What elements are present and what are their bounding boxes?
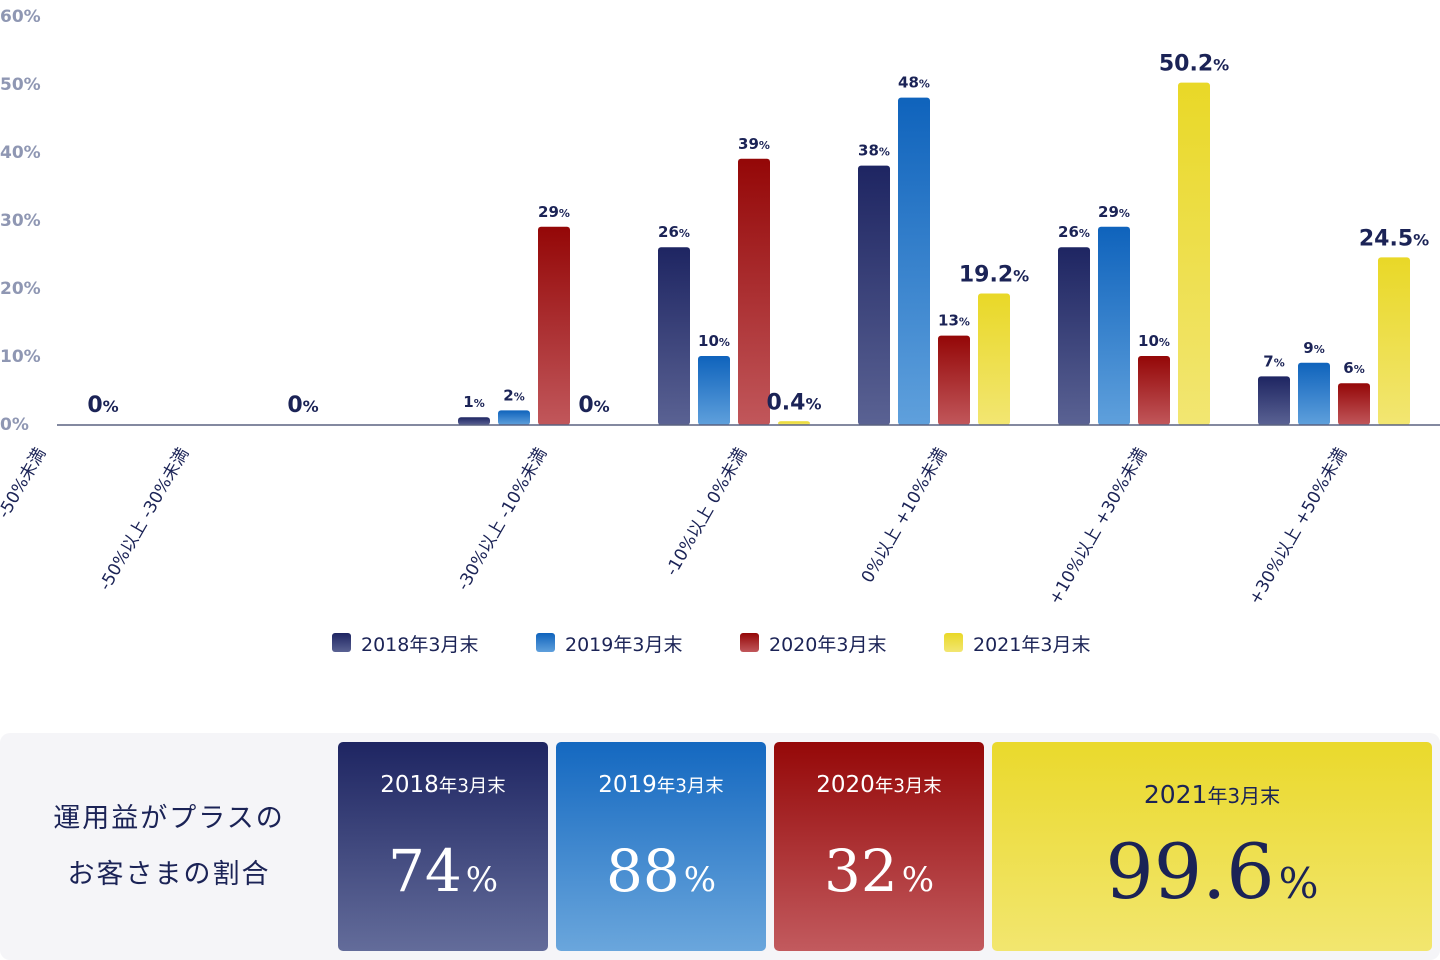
bar-2018年3月末-4 xyxy=(858,165,890,425)
legend: 2018年3月末 2019年3月末 2020年3月末 2021年3月末 xyxy=(332,633,1090,656)
card-year: 2021 xyxy=(1143,780,1208,809)
x-tick-label: +10%以上 +30%未満 xyxy=(1045,445,1151,609)
card-date: 2020年3月末 xyxy=(774,772,984,798)
x-axis: -50%未満 -50%以上 -30%未満 -30%以上 -10%未満 -10%以上 0… xyxy=(0,445,1351,609)
data-label: 39% xyxy=(738,135,770,153)
card-unit: % xyxy=(683,860,717,900)
y-tick-label: 40% xyxy=(0,143,41,163)
bar-2020年3月末-6 xyxy=(1338,383,1370,425)
bar-2021年3月末-4 xyxy=(978,293,1010,425)
bar-2019年3月末-6 xyxy=(1298,362,1330,425)
x-tick-label: -50%以上 -30%未満 xyxy=(95,445,193,595)
y-tick-label: 60% xyxy=(0,7,41,27)
legend-label: 2018年3月末 xyxy=(361,634,478,656)
card-number: 88 xyxy=(605,837,680,905)
data-label: 48% xyxy=(898,74,930,92)
legend-label: 2020年3月末 xyxy=(769,634,886,656)
bar-2021年3月末-5 xyxy=(1178,82,1210,425)
summary-label: 運用益がプラスの お客さまの割合 xyxy=(53,802,285,890)
bar-2020年3月末-5 xyxy=(1138,356,1170,425)
legend-label: 2019年3月末 xyxy=(565,634,682,656)
card-year: 2019 xyxy=(598,772,657,798)
card-date: 2018年3月末 xyxy=(338,772,548,798)
y-tick-label: 10% xyxy=(0,347,41,367)
summary-card-2020: 2020年3月末 32% xyxy=(774,742,984,951)
card-date: 2019年3月末 xyxy=(556,772,766,798)
card-unit: % xyxy=(465,860,499,900)
bars xyxy=(458,82,1410,426)
data-label: 29% xyxy=(1098,203,1130,221)
card-year: 2018 xyxy=(380,772,439,798)
card-suffix: 年3月末 xyxy=(438,776,506,797)
data-label: 6% xyxy=(1343,359,1364,377)
data-label: 0.4% xyxy=(766,390,821,415)
data-label: 0% xyxy=(87,393,118,418)
card-suffix: 年3月末 xyxy=(874,776,942,797)
data-label: 0% xyxy=(287,393,318,418)
bar-2018年3月末-6 xyxy=(1258,376,1290,425)
x-tick-label: -10%以上 0%未満 xyxy=(662,445,751,580)
legend-swatch xyxy=(944,633,963,652)
data-label: 26% xyxy=(658,223,690,241)
data-label: 50.2% xyxy=(1159,52,1229,77)
legend-swatch xyxy=(536,633,555,652)
card-number: 74 xyxy=(387,837,462,905)
legend-swatch xyxy=(332,633,351,652)
legend-label: 2021年3月末 xyxy=(973,634,1090,656)
data-label: 13% xyxy=(938,312,970,330)
y-tick-label: 50% xyxy=(0,75,41,95)
summary-card-2019: 2019年3月末 88% xyxy=(556,742,766,951)
card-unit: % xyxy=(1278,859,1319,908)
x-tick-label: 0%以上 +10%未満 xyxy=(858,445,952,587)
card-value: 88% xyxy=(556,837,766,905)
data-label: 1% xyxy=(463,393,484,411)
data-label: 26% xyxy=(1058,223,1090,241)
data-labels: 1%26%38%26%7%3%2%10%48%29%9%3%29%39%13%1… xyxy=(87,52,1429,418)
data-label: 9% xyxy=(1303,339,1324,357)
data-label: 24.5% xyxy=(1359,226,1429,251)
bar-2020年3月末-3 xyxy=(738,158,770,426)
card-value: 74% xyxy=(338,837,548,905)
data-label: 19.2% xyxy=(959,262,1029,287)
data-label: 2% xyxy=(503,386,524,404)
x-tick-label: +30%以上 +50%未満 xyxy=(1245,445,1351,609)
summary-card-2018: 2018年3月末 74% xyxy=(338,742,548,951)
y-tick-label: 0% xyxy=(0,415,29,435)
card-year: 2020 xyxy=(816,772,875,798)
bar-2021年3月末-6 xyxy=(1378,257,1410,425)
card-unit: % xyxy=(901,860,935,900)
x-tick-label: -30%以上 -10%未満 xyxy=(453,445,551,595)
bar-2019年3月末-5 xyxy=(1098,226,1130,425)
card-date: 2021年3月末 xyxy=(992,780,1432,809)
card-suffix: 年3月末 xyxy=(656,776,724,797)
bar-2018年3月末-2 xyxy=(458,417,490,425)
y-tick-label: 30% xyxy=(0,211,41,231)
data-label: 38% xyxy=(858,142,890,160)
card-suffix: 年3月末 xyxy=(1207,784,1281,808)
summary-card-2021: 2021年3月末 99.6% xyxy=(992,742,1432,951)
data-label: 29% xyxy=(538,203,570,221)
bar-2020年3月末-4 xyxy=(938,335,970,425)
legend-swatch xyxy=(740,633,759,652)
data-label: 7% xyxy=(1263,352,1284,370)
y-tick-label: 20% xyxy=(0,279,41,299)
bar-2019年3月末-2 xyxy=(498,410,530,425)
bar-2019年3月末-4 xyxy=(898,97,930,425)
card-number: 99.6 xyxy=(1105,827,1275,916)
bar-chart: 0%10%20%30%40%50%60% 1%26%38%26%7%3%2%10… xyxy=(0,7,1440,656)
data-label: 10% xyxy=(1138,332,1170,350)
bar-2021年3月末-3 xyxy=(778,421,810,425)
card-number: 32 xyxy=(823,837,898,905)
data-label: 10% xyxy=(698,332,730,350)
bar-2018年3月末-5 xyxy=(1058,247,1090,425)
x-tick-label: -50%未満 xyxy=(0,445,50,522)
card-value: 32% xyxy=(774,837,984,905)
data-label: 0% xyxy=(578,393,609,418)
card-value: 99.6% xyxy=(992,827,1432,916)
bar-2019年3月末-3 xyxy=(698,356,730,425)
summary-panel: 運用益がプラスの お客さまの割合 2018年3月末 74% 2019年3月末 8… xyxy=(0,733,1440,960)
bar-2020年3月末-2 xyxy=(538,226,570,425)
bar-2018年3月末-3 xyxy=(658,247,690,425)
y-axis: 0% 10% 20% 30% 40% 50% 60% xyxy=(0,7,41,435)
